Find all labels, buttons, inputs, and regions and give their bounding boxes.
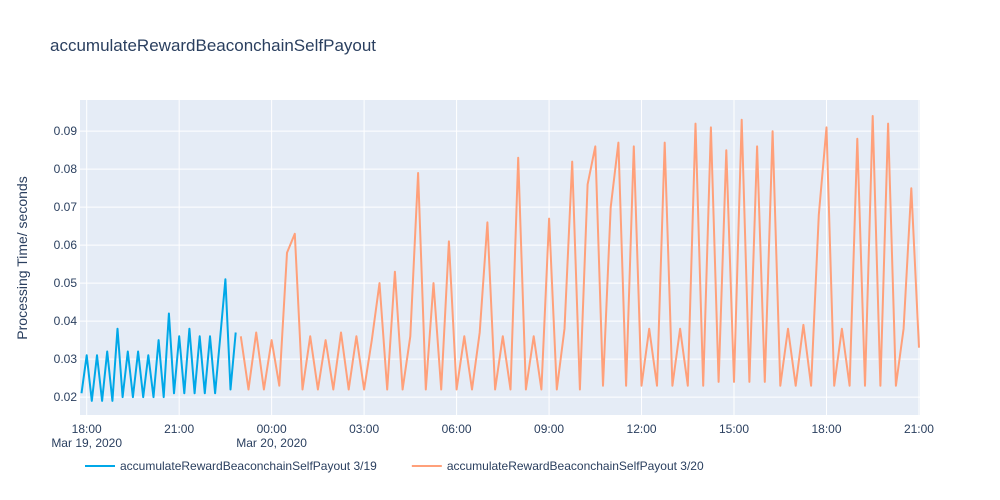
y-tick-label: 0.04 <box>54 314 78 328</box>
y-tick-label: 0.07 <box>54 200 78 214</box>
y-tick-label: 0.06 <box>54 238 78 252</box>
x-tick-label: 21:00 <box>164 422 194 436</box>
y-tick-label: 0.02 <box>54 390 78 404</box>
y-tick-label: 0.08 <box>54 162 78 176</box>
x-tick-label: 15:00 <box>719 422 749 436</box>
x-tick-date: Mar 20, 2020 <box>236 436 307 450</box>
y-tick-label: 0.09 <box>54 124 78 138</box>
x-tick-label: 21:00 <box>904 422 934 436</box>
x-tick-label: 09:00 <box>534 422 564 436</box>
legend-label: accumulateRewardBeaconchainSelfPayout 3/… <box>120 459 377 473</box>
y-tick-label: 0.05 <box>54 276 78 290</box>
x-tick-label: 06:00 <box>442 422 472 436</box>
x-tick-label: 18:00 <box>811 422 841 436</box>
chart-title: accumulateRewardBeaconchainSelfPayout <box>50 36 376 55</box>
series-line <box>239 115 920 391</box>
x-tick-label: 00:00 <box>257 422 287 436</box>
x-tick-label: 12:00 <box>627 422 657 436</box>
y-axis-title: Processing Time/ seconds <box>14 176 30 339</box>
legend-label: accumulateRewardBeaconchainSelfPayout 3/… <box>447 459 704 473</box>
series-line <box>80 278 237 402</box>
x-tick-label: 18:00 <box>72 422 102 436</box>
y-tick-label: 0.03 <box>54 352 78 366</box>
x-tick-label: 03:00 <box>349 422 379 436</box>
x-tick-date: Mar 19, 2020 <box>51 436 122 450</box>
